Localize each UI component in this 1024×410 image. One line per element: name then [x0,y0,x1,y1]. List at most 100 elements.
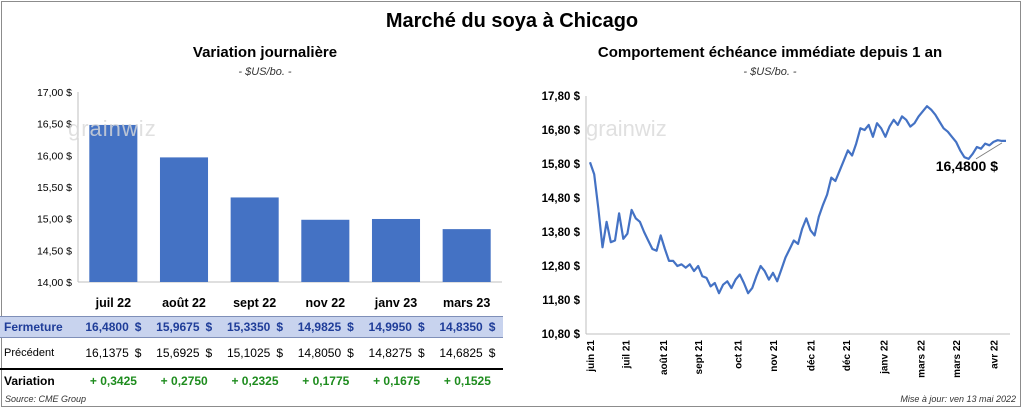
y-tick-label: 13,80 $ [542,227,581,239]
previous-cell: 14,6825 $ [432,346,503,360]
previous-value: 15,6925 [156,346,200,360]
y-tick-label: 17,00 $ [37,87,72,99]
currency-symbol: $ [417,320,425,334]
right-panel-title: Comportement échéance immédiate depuis 1… [597,44,943,61]
x-tick-label: avr 22 [990,340,1001,369]
close-cell: 15,3350 $ [220,320,291,334]
x-tick-label: déc 21 [842,340,853,372]
bar [371,218,421,282]
currency-symbol: $ [347,320,354,334]
close-row-label: Fermeture [4,320,63,334]
left-panel-unit: - $US/bo. - [238,66,292,78]
currency-symbol: $ [134,346,142,360]
currency-symbol: $ [417,346,425,360]
close-cell: 16,4800 $ [78,320,149,334]
variation-cell: + 0,1775 [302,374,350,388]
x-tick-label: déc 21 [806,340,817,372]
previous-cell: 14,8050 $ [290,346,361,360]
variation-cell: + 0,1675 [373,374,421,388]
variation-cell: + 0,3425 [89,374,137,388]
watermark-text: grainwiz [68,116,157,141]
y-tick-label: 12,80 $ [542,261,581,273]
x-tick-label: nov 22 [306,296,346,310]
y-tick-label: 16,00 $ [37,150,72,162]
previous-value: 16,1375 [85,346,129,360]
close-cell: 14,8350 $ [432,320,503,334]
previous-value: 15,1025 [226,346,271,360]
currency-symbol: $ [488,346,496,360]
previous-value: 14,8050 [297,346,342,360]
line-chart: 17,80 $ 16,80 $ 15,80 $ 14,80 $ 13,80 $ 12,80… [542,91,1010,378]
close-value: 15,3350 [226,320,271,334]
update-note: Mise à jour: ven 13 mai 2022 [900,394,1016,404]
price-line [588,105,1006,295]
x-tick-label: mars 22 [917,340,928,378]
currency-symbol: $ [205,346,213,360]
currency-symbol: $ [347,346,354,360]
y-tick-label: 10,80 $ [542,329,581,341]
callout-leader [975,142,1003,160]
variation-row-label: Variation [4,374,55,388]
currency-symbol: $ [276,346,284,360]
x-tick-label: mars 23 [443,296,490,310]
x-tick-label: juin 21 [586,340,597,373]
y-tick-label: 15,50 $ [37,182,72,194]
y-tick-label: 15,00 $ [37,214,72,226]
previous-cell: 15,1025 $ [220,346,291,360]
y-tick-label: 16,80 $ [542,125,581,137]
x-tick-label: sept 21 [694,340,705,375]
previous-cell: 15,6925 $ [149,346,220,360]
left-panel-title: Variation journalière [192,44,338,61]
currency-symbol: $ [276,320,284,334]
x-tick-label: août 22 [162,296,206,310]
close-value: 14,9825 [297,320,342,334]
y-tick-label: 14,50 $ [37,245,72,257]
bar [159,157,209,282]
watermark-text: grainwiz [586,116,667,141]
close-value: 15,9675 [156,320,200,334]
previous-row: Précédent 16,1375 $ 15,6925 $ 15,1025 $ 14,… [0,340,503,366]
bar [442,229,491,282]
x-tick-label: janv 23 [374,296,417,310]
variation-cell: + 0,2325 [231,374,279,388]
variation-cell: + 0,1525 [443,374,491,388]
y-tick-label: 17,80 $ [542,91,581,103]
y-tick-label: 14,80 $ [542,193,581,205]
right-panel-unit: - $US/bo. - [743,66,797,78]
variation-row: Variation + 0,3425 + 0,2750 + 0,2325 + 0… [0,368,503,392]
last-value-label: 16,4800 $ [936,158,998,174]
variation-cell: + 0,2750 [160,374,208,388]
previous-cell: 16,1375 $ [78,346,149,360]
y-tick-label: 11,80 $ [542,295,580,307]
close-value: 14,8350 [439,320,483,334]
previous-row-label: Précédent [4,347,55,359]
x-tick-label: oct 21 [734,340,745,369]
close-row: Fermeture 16,4800 $ 15,9675 $ 15,3350 $ 14,… [0,316,503,338]
bar [89,124,138,282]
close-cell: 14,9825 $ [290,320,361,334]
bar [230,197,279,282]
x-tick-label: janv 22 [879,340,890,375]
x-tick-label: juil 21 [621,340,632,370]
previous-value: 14,6825 [439,346,483,360]
main-title: Marché du soya à Chicago [385,10,639,32]
currency-symbol: $ [134,320,142,334]
x-tick-label: août 21 [659,340,670,375]
x-tick-label: sept 22 [233,296,276,310]
currency-symbol: $ [488,320,496,334]
close-cell: 15,9675 $ [149,320,220,334]
x-tick-label: mars 22 [952,340,963,378]
x-tick-label: juil 22 [95,296,131,310]
y-tick-label: 16,50 $ [37,119,72,131]
close-value: 16,4800 [85,320,129,334]
y-tick-label: 14,00 $ [37,277,72,289]
x-tick-label: nov 21 [769,340,780,372]
close-value: 14,9950 [368,320,412,334]
previous-cell: 14,8275 $ [361,346,432,360]
currency-symbol: $ [205,320,213,334]
previous-value: 14,8275 [368,346,412,360]
bar [301,219,350,282]
y-tick-label: 15,80 $ [542,159,581,171]
source-note: Source: CME Group [5,394,87,404]
